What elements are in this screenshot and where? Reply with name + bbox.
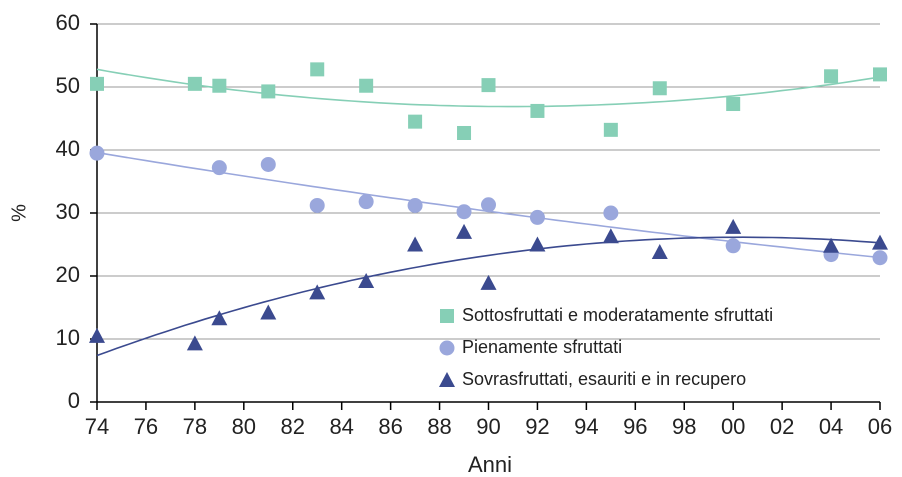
y-axis-label: % (8, 204, 30, 222)
square-marker (652, 81, 667, 96)
legend-label: Sovrasfruttati, esauriti e in recupero (462, 369, 746, 389)
trend-line (96, 68, 881, 108)
triangle-marker (439, 372, 455, 387)
square-marker (603, 122, 618, 137)
circle-marker (260, 156, 276, 172)
square-marker (440, 309, 454, 323)
circle-marker (456, 204, 472, 220)
triangle-marker (872, 234, 888, 250)
x-tick-label: 82 (281, 414, 305, 439)
triangle-marker (89, 327, 105, 343)
x-tick-label: 74 (85, 414, 109, 439)
square-marker (481, 78, 496, 93)
y-tick-label: 40 (56, 136, 80, 161)
circle-marker (725, 238, 741, 254)
square-marker (457, 125, 472, 140)
square-marker (212, 78, 227, 93)
square-marker (187, 76, 202, 91)
square-marker (873, 67, 887, 82)
square-marker (359, 78, 374, 93)
triangle-marker (480, 274, 497, 290)
y-tick-label: 20 (56, 262, 80, 287)
y-tick-label: 10 (56, 325, 80, 350)
legend-label: Pienamente sfruttati (462, 337, 622, 357)
circle-marker (89, 145, 105, 161)
circle-marker (872, 250, 888, 266)
y-tick-label: 60 (56, 10, 80, 35)
x-tick-label: 98 (672, 414, 696, 439)
square-marker (726, 97, 741, 112)
x-tick-label: 78 (183, 414, 207, 439)
triangle-marker (529, 236, 546, 252)
square-marker (310, 62, 325, 77)
circle-marker (407, 197, 423, 213)
x-tick-label: 86 (378, 414, 402, 439)
triangle-marker (456, 223, 473, 239)
legend-label: Sottosfruttati e moderatamente sfruttati (462, 305, 773, 325)
x-tick-label: 02 (770, 414, 794, 439)
y-tick-label: 50 (56, 73, 80, 98)
y-tick-label: 0 (68, 388, 80, 413)
x-tick-label: 04 (819, 414, 843, 439)
x-tick-label: 96 (623, 414, 647, 439)
x-tick-label: 80 (232, 414, 256, 439)
x-tick-label: 76 (134, 414, 158, 439)
x-tick-label: 88 (427, 414, 451, 439)
triangle-marker (260, 304, 277, 320)
triangle-marker (823, 237, 840, 253)
triangle-marker (309, 284, 326, 300)
circle-marker (358, 194, 374, 210)
triangle-marker (651, 244, 668, 260)
circle-marker (211, 160, 227, 176)
triangle-marker (407, 236, 424, 252)
square-marker (408, 114, 423, 129)
circle-marker (529, 209, 545, 225)
x-tick-label: 94 (574, 414, 598, 439)
triangle-marker (358, 273, 375, 289)
triangle-marker (186, 335, 203, 351)
x-tick-label: 00 (721, 414, 745, 439)
triangle-marker (725, 218, 742, 234)
square-marker (261, 84, 276, 99)
circle-marker (481, 197, 496, 213)
trend-line (96, 236, 881, 357)
x-tick-label: 90 (476, 414, 500, 439)
x-tick-label: 06 (868, 414, 892, 439)
y-tick-label: 30 (56, 199, 80, 224)
square-marker (824, 69, 839, 84)
square-marker (530, 103, 545, 118)
circle-marker (439, 340, 455, 356)
triangle-marker (602, 228, 619, 244)
triangle-marker (211, 310, 228, 326)
circle-marker (603, 205, 619, 221)
square-marker (90, 76, 104, 91)
circle-marker (309, 197, 325, 213)
x-tick-label: 92 (525, 414, 549, 439)
x-tick-label: 84 (329, 414, 353, 439)
x-axis-label: Anni (468, 452, 512, 477)
